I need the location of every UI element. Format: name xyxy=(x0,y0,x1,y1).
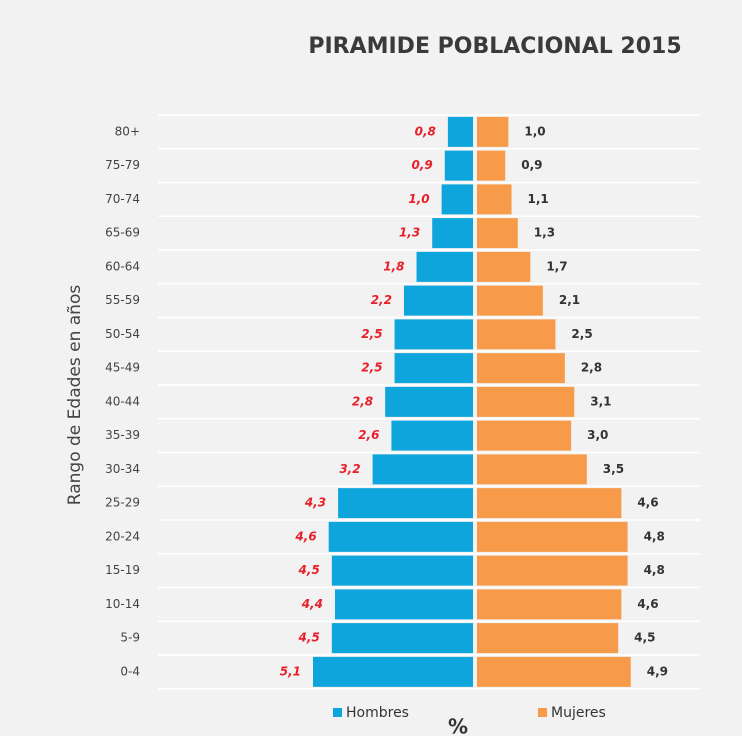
bar xyxy=(477,353,565,384)
value-label: 3,0 xyxy=(587,428,608,442)
bar xyxy=(477,555,628,586)
category-label: 5-9 xyxy=(120,631,140,645)
value-label: 4,6 xyxy=(294,529,316,543)
category-label: 50-54 xyxy=(105,327,140,341)
category-label: 40-44 xyxy=(105,394,140,408)
category-label: 75-79 xyxy=(105,158,140,172)
category-label: 0-4 xyxy=(120,664,140,678)
value-label: 1,1 xyxy=(528,192,549,206)
x-axis-label: % xyxy=(448,715,468,736)
value-label: 2,5 xyxy=(361,361,382,375)
value-label: 4,5 xyxy=(298,563,320,577)
value-label: 3,1 xyxy=(590,394,611,408)
value-label: 1,3 xyxy=(399,226,420,240)
bar xyxy=(385,386,473,417)
category-label: 25-29 xyxy=(105,496,140,510)
value-label: 4,4 xyxy=(301,597,323,611)
category-label: 55-59 xyxy=(105,293,140,307)
bar xyxy=(444,150,473,181)
value-label: 3,5 xyxy=(603,462,624,476)
bar xyxy=(477,420,572,451)
bar xyxy=(477,623,619,654)
value-label: 4,8 xyxy=(644,563,665,577)
value-label: 0,9 xyxy=(521,158,542,172)
bar xyxy=(477,116,509,147)
bar xyxy=(328,521,473,552)
category-label: 30-34 xyxy=(105,462,140,476)
bar xyxy=(441,184,473,215)
category-label: 70-74 xyxy=(105,192,140,206)
category-label: 35-39 xyxy=(105,428,140,442)
value-label: 4,8 xyxy=(644,529,665,543)
category-label: 65-69 xyxy=(105,226,140,240)
chart-title: PIRAMIDE POBLACIONAL 2015 xyxy=(308,34,681,59)
bar xyxy=(394,353,473,384)
value-label: 1,8 xyxy=(383,259,404,273)
category-label: 10-14 xyxy=(105,597,140,611)
bar xyxy=(394,319,473,350)
bar xyxy=(432,218,473,249)
bar xyxy=(477,454,587,485)
bar xyxy=(338,488,473,519)
value-label: 2,5 xyxy=(571,327,592,341)
value-label: 1,0 xyxy=(524,124,545,138)
bar xyxy=(477,521,628,552)
bar xyxy=(477,488,622,519)
value-label: 4,5 xyxy=(634,631,655,645)
bar xyxy=(403,285,473,316)
bar xyxy=(331,623,473,654)
bar xyxy=(416,251,473,282)
bar xyxy=(477,589,622,620)
category-label: 15-19 xyxy=(105,563,140,577)
bar xyxy=(331,555,473,586)
value-label: 4,6 xyxy=(637,597,658,611)
value-label: 4,9 xyxy=(647,664,668,678)
value-label: 2,8 xyxy=(352,394,373,408)
legend-label: Mujeres xyxy=(551,705,606,721)
value-label: 1,0 xyxy=(408,192,429,206)
bar xyxy=(313,656,473,687)
value-label: 3,2 xyxy=(339,462,360,476)
bar xyxy=(334,589,473,620)
legend-swatch xyxy=(538,708,547,717)
bar xyxy=(477,184,512,215)
y-axis-label: Rango de Edades en años xyxy=(65,285,85,506)
bar xyxy=(477,150,506,181)
bar xyxy=(477,319,556,350)
value-label: 5,1 xyxy=(280,664,301,678)
category-label: 45-49 xyxy=(105,361,140,375)
bar xyxy=(447,116,473,147)
value-label: 2,5 xyxy=(361,327,382,341)
value-label: 1,7 xyxy=(546,259,567,273)
value-label: 0,9 xyxy=(411,158,432,172)
value-label: 2,1 xyxy=(559,293,580,307)
category-label: 20-24 xyxy=(105,529,140,543)
value-label: 4,5 xyxy=(298,631,320,645)
bar xyxy=(391,420,473,451)
bar xyxy=(477,656,631,687)
legend-swatch xyxy=(333,708,342,717)
value-label: 2,2 xyxy=(371,293,392,307)
legend-label: Hombres xyxy=(346,705,409,721)
bar xyxy=(477,218,518,249)
bar xyxy=(477,386,575,417)
value-label: 2,6 xyxy=(358,428,379,442)
bar xyxy=(372,454,473,485)
value-label: 1,3 xyxy=(534,226,555,240)
category-label: 60-64 xyxy=(105,259,140,273)
category-label: 80+ xyxy=(115,124,140,138)
value-label: 2,8 xyxy=(581,361,602,375)
value-label: 4,3 xyxy=(304,496,326,510)
value-label: 0,8 xyxy=(415,124,436,138)
bar xyxy=(477,251,531,282)
bar xyxy=(477,285,543,316)
value-label: 4,6 xyxy=(637,496,658,510)
